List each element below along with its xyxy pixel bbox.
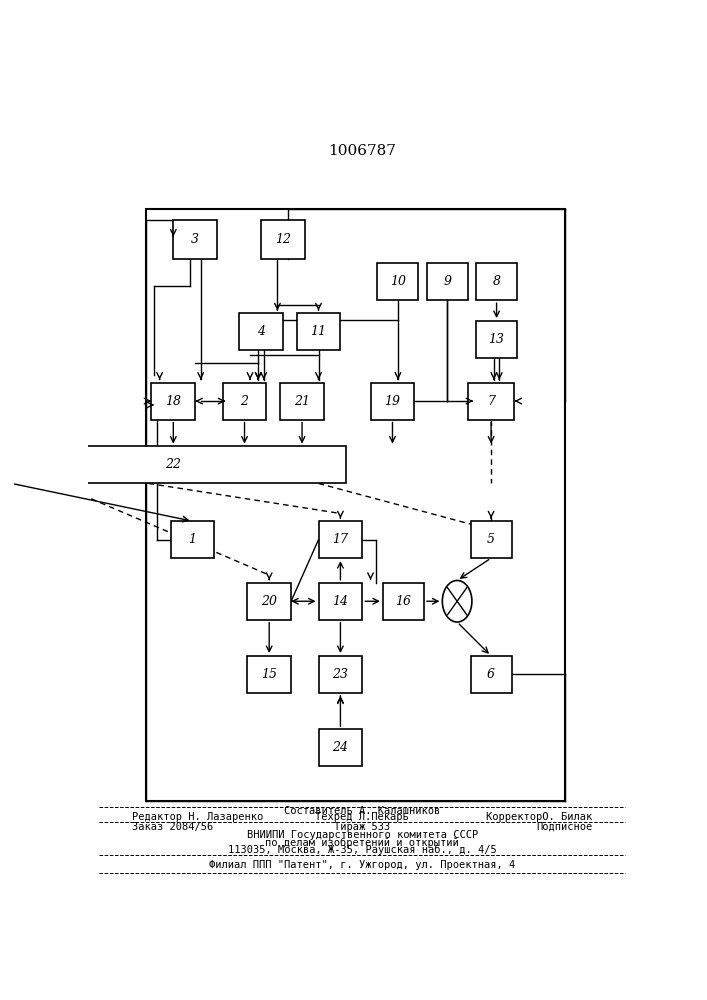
Bar — [378, 263, 419, 300]
Text: по делам изобретений и открытий: по делам изобретений и открытий — [265, 837, 460, 848]
Text: Заказ 2084/56: Заказ 2084/56 — [132, 822, 214, 832]
Circle shape — [443, 580, 472, 622]
Text: 10: 10 — [390, 275, 406, 288]
Text: ВНИИПИ Государственного комитета СССР: ВНИИПИ Государственного комитета СССР — [247, 830, 478, 840]
Text: 113035, Москва, Ж-35, Раушская наб., д. 4/5: 113035, Москва, Ж-35, Раушская наб., д. … — [228, 845, 497, 855]
Text: 2: 2 — [240, 395, 249, 408]
Bar — [297, 313, 341, 350]
Bar — [383, 583, 424, 620]
Bar — [476, 263, 517, 300]
Bar — [247, 583, 291, 620]
Bar — [1, 446, 346, 483]
Bar — [471, 521, 512, 558]
Bar — [319, 521, 363, 558]
Text: 12: 12 — [275, 233, 291, 246]
Text: 7: 7 — [487, 395, 495, 408]
Bar — [247, 656, 291, 693]
Text: 21: 21 — [294, 395, 310, 408]
Bar — [223, 383, 267, 420]
Text: 9: 9 — [443, 275, 451, 288]
Text: 1: 1 — [189, 533, 197, 546]
Bar — [370, 383, 414, 420]
Text: 17: 17 — [332, 533, 349, 546]
Bar — [427, 263, 468, 300]
Text: Составитель А. Калашников: Составитель А. Калашников — [284, 806, 440, 816]
Text: 15: 15 — [261, 668, 277, 681]
Text: Филиал ППП "Патент", г. Ужгород, ул. Проектная, 4: Филиал ППП "Патент", г. Ужгород, ул. Про… — [209, 860, 515, 870]
Text: 11: 11 — [310, 325, 327, 338]
Text: 20: 20 — [261, 595, 277, 608]
Text: Тираж 533: Тираж 533 — [334, 822, 390, 832]
Text: 8: 8 — [493, 275, 501, 288]
Bar — [319, 656, 363, 693]
Bar — [319, 729, 363, 766]
Text: 6: 6 — [487, 668, 495, 681]
Bar — [471, 656, 512, 693]
Text: 1006787: 1006787 — [328, 144, 397, 158]
Bar — [476, 321, 517, 358]
Bar — [319, 583, 363, 620]
Text: 13: 13 — [489, 333, 505, 346]
Text: Редактор Н. Лазаренко: Редактор Н. Лазаренко — [132, 812, 264, 822]
Text: Техред Л.Пекарь: Техред Л.Пекарь — [315, 812, 409, 822]
Text: 23: 23 — [332, 668, 349, 681]
Bar — [173, 220, 217, 259]
Text: 22: 22 — [165, 458, 181, 471]
Text: 16: 16 — [395, 595, 411, 608]
Text: 18: 18 — [165, 395, 181, 408]
Bar — [280, 383, 324, 420]
Bar — [151, 383, 195, 420]
Text: 3: 3 — [191, 233, 199, 246]
Text: 4: 4 — [257, 325, 265, 338]
Text: 24: 24 — [332, 741, 349, 754]
Bar — [261, 220, 305, 259]
Text: КорректорО. Билак: КорректорО. Билак — [486, 812, 592, 822]
Bar — [468, 383, 515, 420]
Bar — [146, 209, 565, 801]
Text: 14: 14 — [332, 595, 349, 608]
Text: 19: 19 — [385, 395, 400, 408]
Bar — [239, 313, 283, 350]
Bar — [170, 521, 214, 558]
Text: Подписное: Подписное — [536, 822, 592, 832]
Text: 5: 5 — [487, 533, 495, 546]
